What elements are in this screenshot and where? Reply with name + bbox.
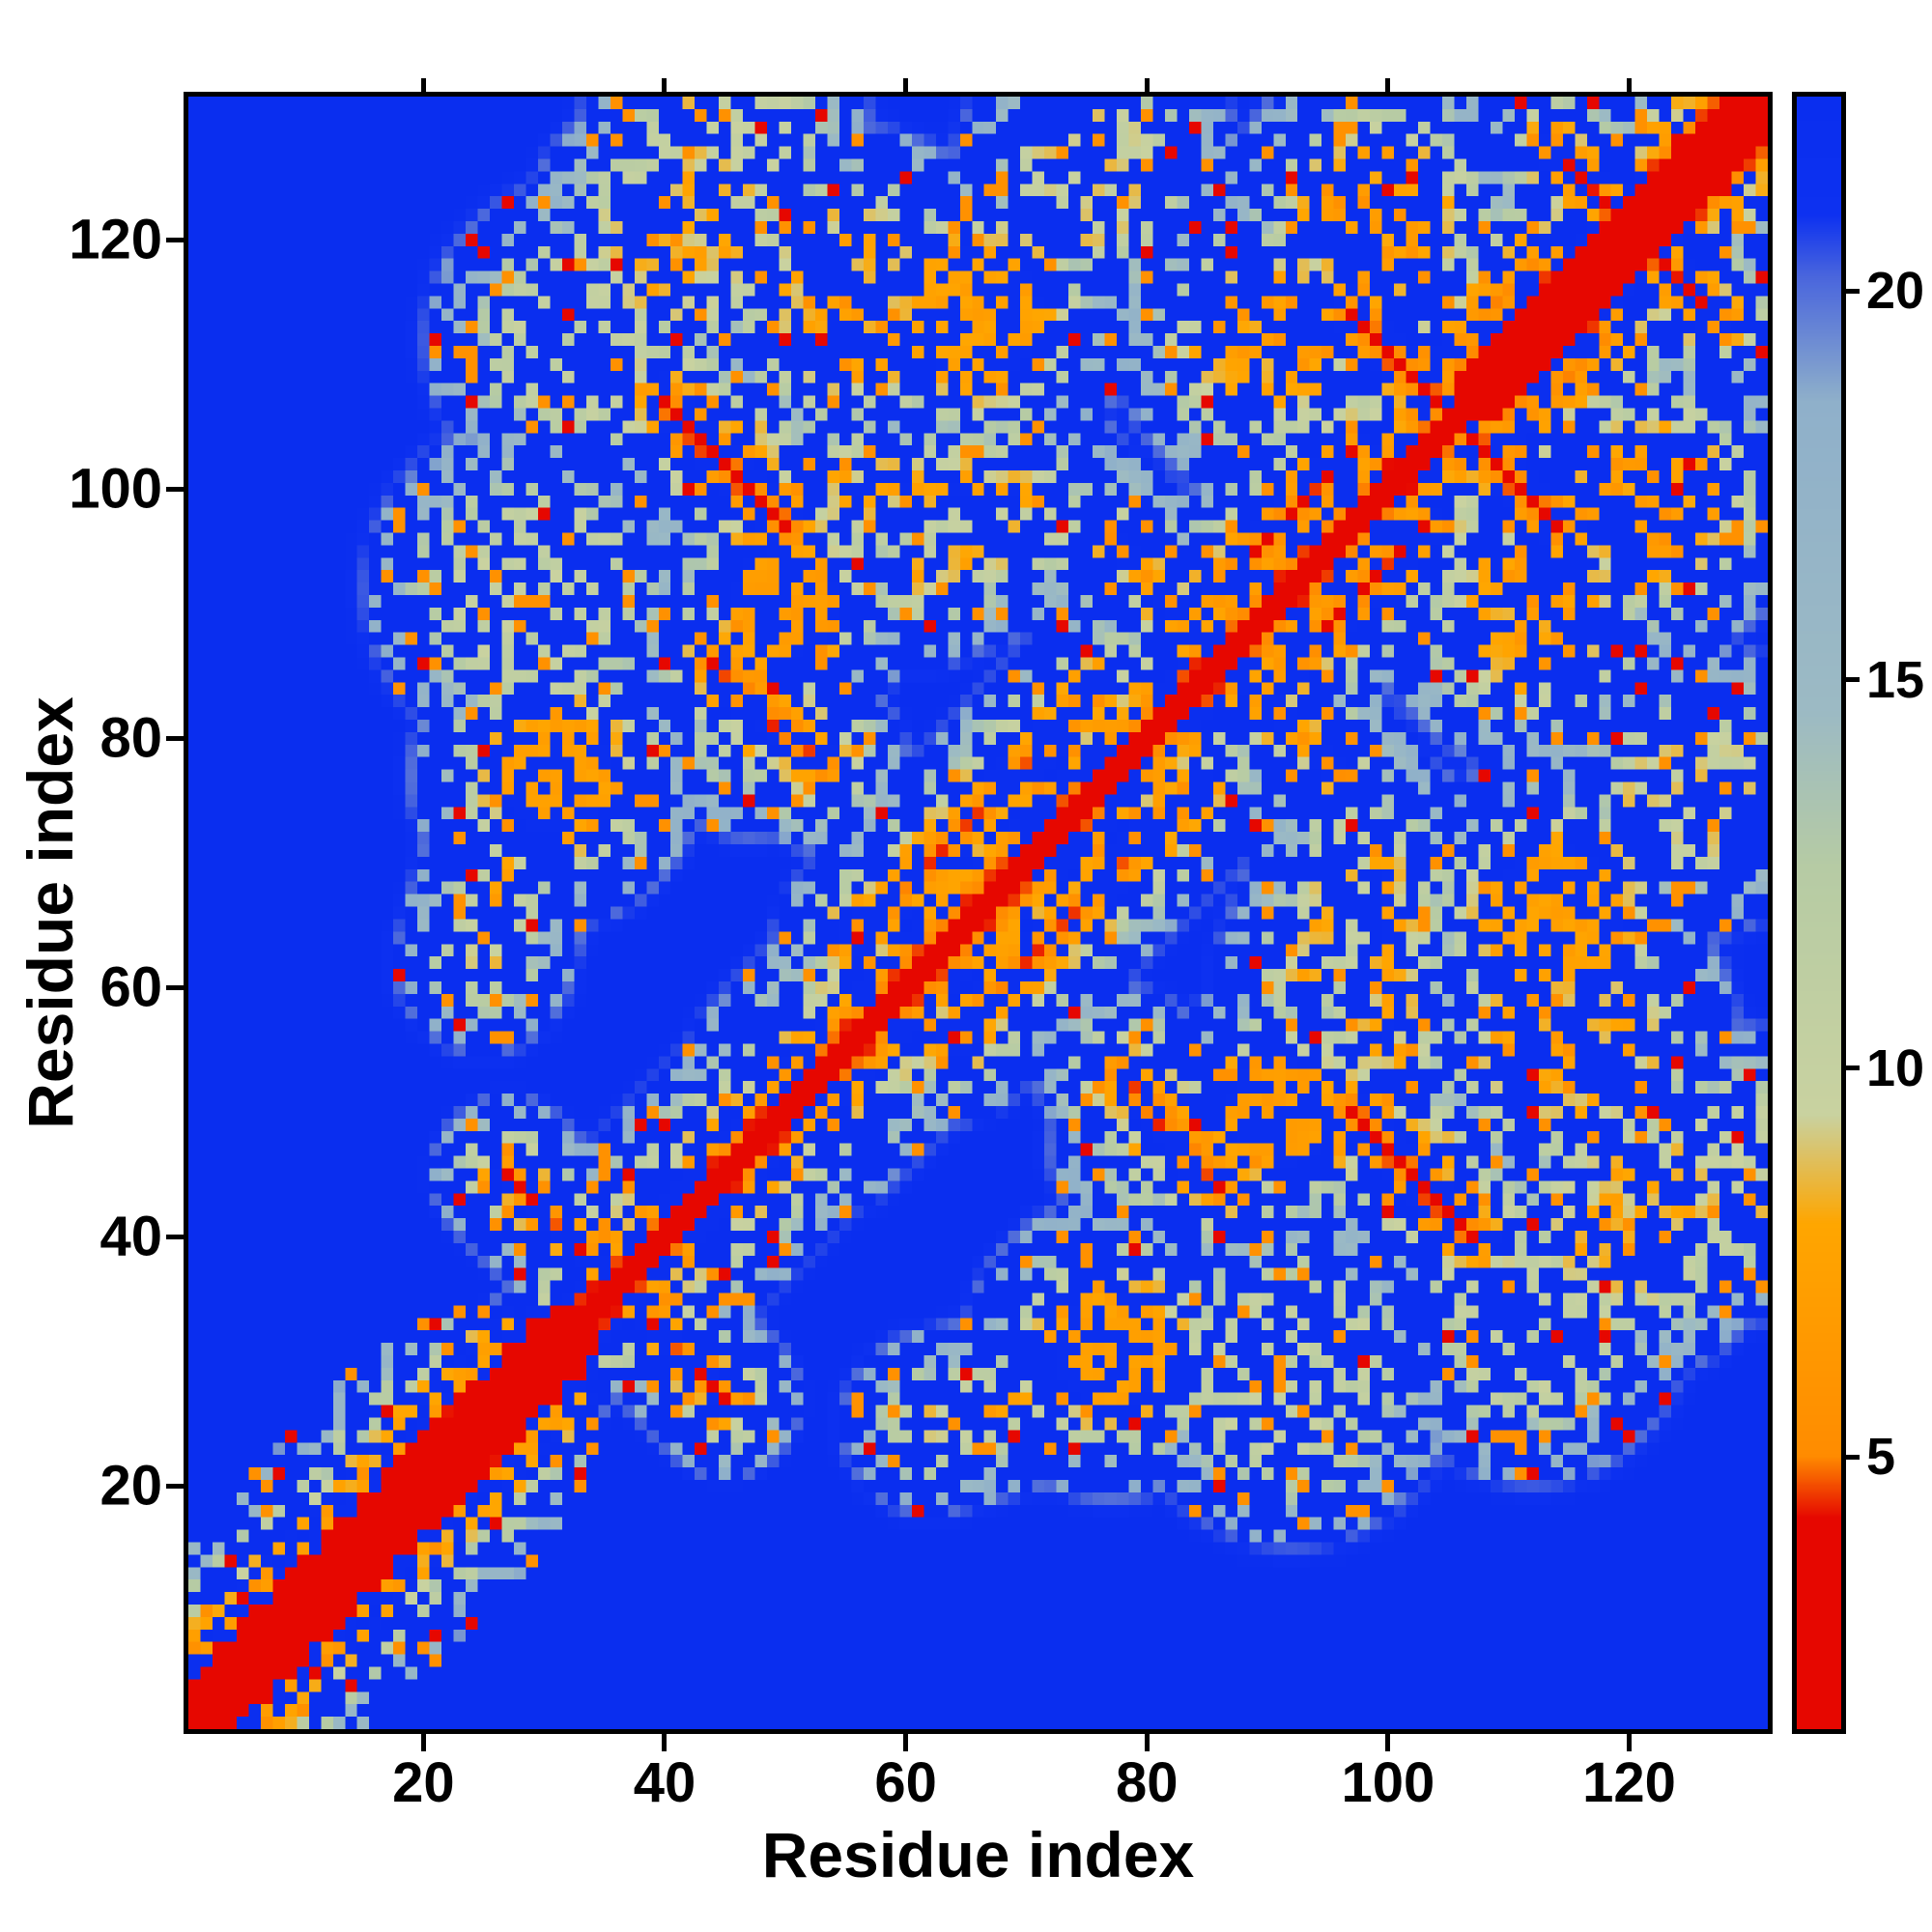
- y-tick-mark: [166, 1483, 184, 1489]
- colorbar-gradient: [1797, 97, 1841, 1729]
- x-tick-mark: [1385, 1734, 1391, 1751]
- y-tick-label: 20: [99, 1454, 162, 1518]
- colorbar-tick-label: 20: [1866, 262, 1925, 321]
- colorbar: [1792, 92, 1846, 1734]
- y-tick-mark: [166, 486, 184, 492]
- x-tick-mark: [903, 1734, 909, 1751]
- x-tick-mark-top: [903, 78, 909, 92]
- x-tick-label: 80: [1115, 1751, 1179, 1814]
- y-tick-label: 40: [99, 1205, 162, 1268]
- y-tick-label: 120: [69, 208, 162, 271]
- x-tick-mark-top: [1385, 78, 1391, 92]
- y-tick-label: 100: [69, 457, 162, 521]
- x-tick-mark-top: [420, 78, 426, 92]
- colorbar-tick-mark: [1846, 677, 1860, 683]
- colorbar-tick-mark: [1846, 288, 1860, 294]
- x-tick-mark: [420, 1734, 426, 1751]
- y-tick-label: 80: [99, 706, 162, 770]
- colorbar-tick-mark: [1846, 1065, 1860, 1071]
- heatmap-canvas: [188, 97, 1768, 1729]
- y-tick-mark: [166, 984, 184, 990]
- x-tick-mark-top: [1144, 78, 1150, 92]
- x-tick-label: 20: [392, 1751, 455, 1814]
- x-tick-label: 100: [1341, 1751, 1435, 1814]
- x-tick-label: 120: [1582, 1751, 1676, 1814]
- y-tick-mark: [166, 735, 184, 741]
- x-tick-mark-top: [662, 78, 668, 92]
- x-tick-mark: [662, 1734, 668, 1751]
- colorbar-tick-label: 10: [1866, 1038, 1925, 1097]
- x-tick-label: 40: [633, 1751, 696, 1814]
- colorbar-tick-mark: [1846, 1454, 1860, 1460]
- x-tick-mark: [1626, 1734, 1632, 1751]
- x-tick-mark-top: [1626, 78, 1632, 92]
- x-axis-label: Residue index: [761, 1819, 1195, 1890]
- x-tick-label: 60: [874, 1751, 937, 1814]
- colorbar-tick-label: 5: [1866, 1428, 1896, 1487]
- colorbar-tick-label: 15: [1866, 650, 1925, 709]
- x-tick-mark: [1144, 1734, 1150, 1751]
- y-tick-label: 60: [99, 955, 162, 1019]
- y-tick-mark: [166, 237, 184, 242]
- y-axis-label: Residue index: [14, 696, 86, 1129]
- heatmap-frame: [184, 92, 1773, 1734]
- y-tick-mark: [166, 1234, 184, 1239]
